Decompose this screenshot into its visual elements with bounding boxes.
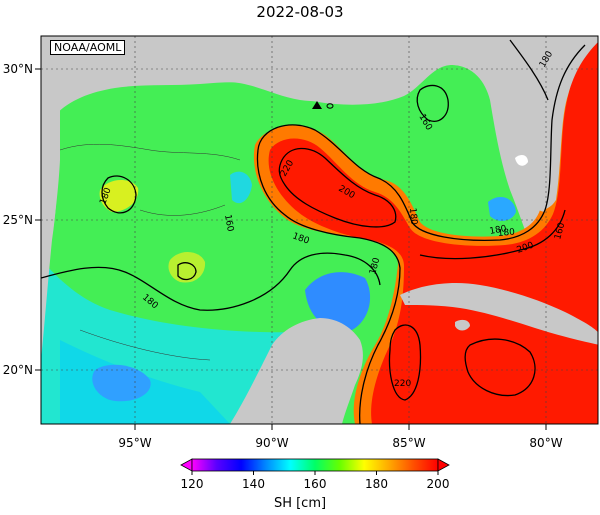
mexico-west-coast [41, 115, 58, 360]
colorbar-ramp [191, 458, 439, 472]
contour-180-west [41, 252, 381, 311]
contour-south-loop [464, 338, 536, 397]
colorbar-tick-label: 120 [181, 477, 204, 491]
colorbar-max-arrow [437, 458, 450, 472]
map-frame [40, 35, 599, 425]
map-title: 2022-08-03 [256, 3, 344, 21]
contour-lines [41, 39, 586, 424]
station-marker-circle [326, 103, 334, 109]
contour-180-west-loop [101, 175, 137, 214]
contour-label: 180 [489, 224, 508, 237]
cuba [400, 283, 598, 345]
contour-label: 180 [407, 207, 418, 225]
contour-label: 220 [394, 379, 411, 389]
contour-loop-edge [257, 44, 586, 242]
contour-loop-inner [256, 149, 401, 424]
florida-peninsula [470, 50, 553, 212]
station-marker-triangle [312, 101, 322, 109]
noaa-aoml-credit: NOAA/AOML [50, 40, 126, 55]
blue-eddy-east [488, 197, 516, 221]
contour-180-north [509, 39, 549, 101]
contour-label: 180 [368, 256, 382, 275]
colorbar-tick-label: 180 [365, 477, 388, 491]
contour-200-east [419, 209, 566, 260]
blue-eddy-central [305, 272, 371, 331]
contour-220-south [388, 324, 422, 401]
y-tick-label: 20°N [3, 363, 33, 377]
y-tick-label: 25°N [3, 213, 33, 227]
x-tick-label: 95°W [118, 436, 151, 450]
contour-200-eddy [278, 147, 397, 228]
isla-de-la-juventud [455, 319, 470, 331]
contour-label: 160 [553, 221, 567, 240]
yellow-patch-west [99, 179, 139, 212]
contour-lines-thin [59, 143, 241, 361]
axis-ticks [35, 68, 547, 430]
colorbar-tick-label: 200 [427, 477, 450, 491]
colorbar-ticks [191, 471, 439, 475]
contour-180-small-loop [177, 262, 197, 281]
colorbar-tick-label: 160 [304, 477, 327, 491]
lake-okeechobee [515, 154, 528, 166]
y-tick-label: 30°N [3, 62, 33, 76]
cyan-west-blob [230, 171, 252, 204]
colorbar-unit-label: SH [cm] [273, 496, 327, 511]
x-tick-label: 85°W [392, 436, 425, 450]
us-gulf-coast [41, 36, 598, 211]
blue-eddy-south [92, 364, 151, 402]
contour-160-east [416, 84, 449, 122]
yucatan-peninsula [230, 318, 363, 424]
colorbar-min-arrow [180, 458, 193, 472]
contour-label: 180 [497, 228, 515, 239]
colorbar-tick-label: 140 [242, 477, 265, 491]
x-tick-label: 90°W [255, 436, 288, 450]
loop-current-red [268, 41, 598, 424]
x-tick-label: 80°W [529, 436, 562, 450]
contour-label: 160 [222, 214, 235, 233]
